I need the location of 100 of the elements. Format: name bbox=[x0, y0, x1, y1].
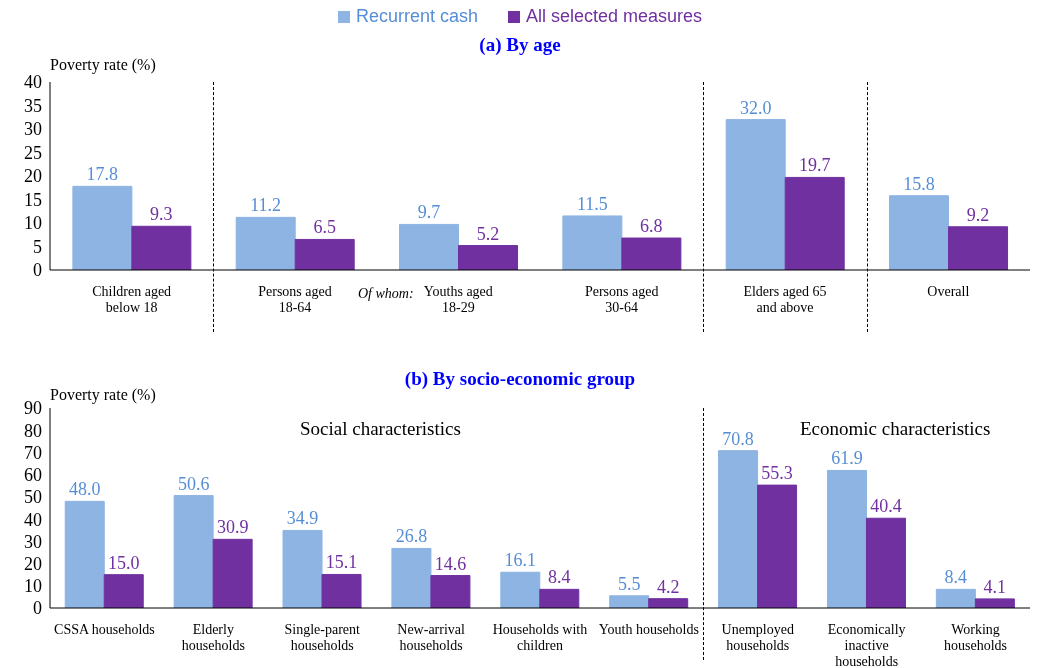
x-tick-label: Elderly households bbox=[181, 622, 245, 653]
bar bbox=[430, 575, 471, 608]
x-tick-label: Unemployed households bbox=[721, 622, 794, 653]
bar bbox=[173, 495, 214, 608]
bar bbox=[784, 176, 845, 270]
bar bbox=[826, 469, 867, 608]
bar bbox=[294, 238, 355, 270]
data-label: 61.9 bbox=[831, 448, 863, 469]
bar bbox=[539, 588, 580, 608]
bar bbox=[757, 484, 798, 608]
bar bbox=[562, 215, 623, 270]
bar bbox=[974, 598, 1015, 608]
bar bbox=[725, 119, 786, 270]
bar bbox=[718, 450, 759, 608]
y-tick-label: 10 bbox=[24, 576, 42, 597]
data-label: 15.1 bbox=[325, 552, 358, 573]
data-label: 9.7 bbox=[417, 202, 441, 223]
bar bbox=[621, 237, 682, 270]
bar bbox=[399, 223, 460, 270]
y-tick-label: 40 bbox=[24, 509, 42, 530]
x-tick-label: Economically inactive households bbox=[827, 622, 906, 668]
data-label: 8.4 bbox=[944, 567, 968, 588]
data-label: 55.3 bbox=[761, 463, 793, 484]
bar bbox=[458, 245, 519, 270]
data-label: 17.8 bbox=[86, 164, 119, 185]
data-label: 34.9 bbox=[286, 508, 319, 529]
data-label: 6.5 bbox=[313, 217, 336, 238]
y-tick-label: 80 bbox=[24, 420, 42, 441]
legend-label: All selected measures bbox=[525, 6, 703, 27]
x-tick-label: Youth households bbox=[598, 622, 699, 637]
annotation: Economic characteristics bbox=[800, 418, 991, 440]
bar bbox=[648, 598, 689, 608]
x-tick-label: Working households bbox=[944, 622, 1008, 653]
x-tick-label: Households with children bbox=[492, 622, 588, 653]
x-tick-label: Persons aged 18-64 bbox=[258, 284, 332, 315]
y-tick-label: 30 bbox=[24, 531, 42, 552]
data-label: 26.8 bbox=[395, 526, 428, 547]
data-label: 16.1 bbox=[504, 550, 537, 571]
data-label: 4.2 bbox=[656, 576, 680, 597]
data-label: 30.9 bbox=[216, 517, 249, 538]
x-tick-label: New-arrival households bbox=[397, 622, 466, 653]
x-tick-label: Youths aged 18-29 bbox=[423, 284, 493, 315]
y-axis-title: Poverty rate (%) bbox=[50, 56, 156, 74]
x-tick-label: Children aged below 18 bbox=[92, 284, 172, 315]
text: Of whom: bbox=[358, 286, 414, 302]
y-axis-title: Poverty rate (%) bbox=[50, 386, 156, 404]
bar bbox=[889, 195, 950, 270]
data-label: 48.0 bbox=[68, 479, 101, 500]
data-label: 5.2 bbox=[476, 223, 500, 244]
bar bbox=[935, 588, 976, 608]
bar bbox=[391, 547, 432, 608]
y-tick-label: 20 bbox=[24, 166, 42, 187]
x-tick-label: Persons aged 30-64 bbox=[584, 284, 659, 315]
data-label: 5.5 bbox=[617, 573, 641, 594]
bar bbox=[500, 571, 541, 608]
data-label: 6.8 bbox=[640, 216, 663, 237]
bar bbox=[64, 500, 105, 608]
y-tick-label: 90 bbox=[24, 398, 42, 419]
bar bbox=[212, 538, 253, 608]
legend-label: Recurrent cash bbox=[355, 6, 478, 27]
data-label: 19.7 bbox=[798, 155, 831, 176]
data-label: 9.2 bbox=[966, 204, 990, 225]
data-label: 14.6 bbox=[434, 553, 467, 574]
y-tick-label: 30 bbox=[24, 119, 42, 140]
data-label: 8.4 bbox=[548, 567, 571, 588]
y-tick-label: 40 bbox=[24, 72, 42, 93]
data-label: 11.2 bbox=[250, 195, 282, 216]
x-tick-label: CSSA households bbox=[54, 622, 155, 637]
data-label: 9.3 bbox=[150, 204, 173, 225]
y-tick-label: 25 bbox=[24, 142, 42, 163]
bar bbox=[103, 574, 144, 608]
data-label: 15.8 bbox=[903, 173, 935, 194]
bar bbox=[321, 573, 362, 608]
x-tick-label: Single-parent households bbox=[284, 622, 361, 653]
data-label: 40.4 bbox=[870, 496, 902, 517]
bar bbox=[948, 226, 1009, 270]
y-tick-label: 10 bbox=[24, 213, 42, 234]
y-tick-label: 70 bbox=[24, 442, 42, 463]
y-tick-label: 20 bbox=[24, 553, 42, 574]
y-tick-label: 0 bbox=[33, 260, 42, 281]
bar bbox=[282, 529, 323, 608]
bar bbox=[72, 185, 133, 270]
annotation: Social characteristics bbox=[300, 418, 461, 440]
bar bbox=[131, 225, 192, 270]
chart-title: (a) By age bbox=[478, 34, 562, 56]
x-tick-label: Elders aged 65 and above bbox=[743, 284, 827, 315]
y-tick-label: 50 bbox=[24, 487, 42, 508]
bar bbox=[235, 216, 296, 270]
y-tick-label: 15 bbox=[24, 189, 42, 210]
y-tick-label: 35 bbox=[24, 95, 42, 116]
data-label: 70.8 bbox=[722, 428, 754, 449]
data-label: 11.5 bbox=[576, 193, 608, 214]
data-label: 32.0 bbox=[739, 97, 772, 118]
y-tick-label: 60 bbox=[24, 465, 42, 486]
chart-title: (b) By socio-economic group bbox=[404, 368, 636, 389]
x-tick-label: Overall bbox=[927, 284, 970, 299]
data-label: 50.6 bbox=[177, 473, 210, 494]
y-tick-label: 5 bbox=[33, 236, 42, 257]
bar bbox=[609, 595, 650, 608]
data-label: 15.0 bbox=[107, 552, 140, 573]
